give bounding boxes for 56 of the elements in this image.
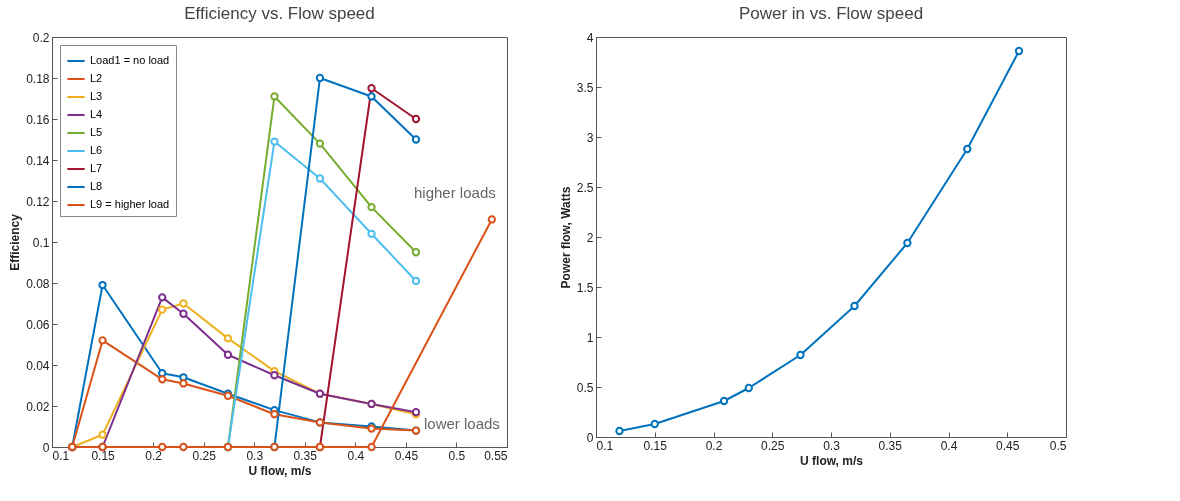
annotation: lower loads <box>424 415 500 433</box>
y-tick-label: 1 <box>586 330 594 345</box>
legend-label: L5 <box>90 126 103 138</box>
legend-label: L7 <box>90 162 103 174</box>
annotation: higher loads <box>414 183 496 201</box>
x-tick-label: 0.15 <box>91 448 116 463</box>
x-tick-label: 0.2 <box>145 448 163 463</box>
y-tick-label: 0.5 <box>576 380 594 395</box>
x-tick-label: 0.25 <box>761 438 785 453</box>
y-tick-label: 0.14 <box>26 153 50 168</box>
x-tick-label: 0.1 <box>52 448 70 463</box>
legend-label: L8 <box>90 180 103 192</box>
x-tick-label: 0.5 <box>448 448 466 463</box>
y-tick-label: 0.04 <box>26 358 50 373</box>
legend-label: L6 <box>90 144 103 156</box>
x-tick-label: 0.2 <box>705 438 723 453</box>
y-tick-label: 0.12 <box>26 194 50 209</box>
y-tick-label: 0 <box>586 430 594 445</box>
y-tick-label: 0.2 <box>32 30 50 45</box>
x-tick-label: 0.1 <box>596 438 614 453</box>
y-tick-label: 3 <box>586 130 594 145</box>
y-tick-label: 2.5 <box>576 180 594 195</box>
y-tick-label: 4 <box>586 30 594 45</box>
x-tick-label: 0.25 <box>192 448 217 463</box>
y-axis-title: Power flow, Watts <box>558 186 573 289</box>
y-tick-label: 3.5 <box>576 80 594 95</box>
chart-title: Efficiency vs. Flow speed <box>184 4 375 23</box>
x-tick-label: 0.3 <box>823 438 841 453</box>
legend-label: Load1 = no load <box>90 54 170 66</box>
x-tick-label: 0.4 <box>940 438 958 453</box>
legend-label: L4 <box>90 108 103 120</box>
y-tick-label: 0 <box>42 440 50 455</box>
y-tick-label: 1.5 <box>576 280 594 295</box>
x-tick-label: 0.55 <box>484 448 508 463</box>
y-tick-label: 0.18 <box>26 71 50 86</box>
y-tick-label: 2 <box>586 230 594 245</box>
x-tick-label: 0.45 <box>996 438 1020 453</box>
legend-label: L3 <box>90 90 103 102</box>
x-tick-label: 0.35 <box>878 438 903 453</box>
legend-label: L9 = higher load <box>90 198 170 210</box>
x-axis-title: U flow, m/s <box>800 453 864 468</box>
y-tick-label: 0.1 <box>32 235 50 250</box>
x-tick-label: 0.3 <box>246 448 264 463</box>
y-tick-label: 0.16 <box>26 112 50 127</box>
x-axis-title: U flow, m/s <box>248 463 312 478</box>
x-tick-label: 0.5 <box>1049 438 1067 453</box>
x-tick-label: 0.15 <box>643 438 668 453</box>
legend-label: L2 <box>90 72 103 84</box>
x-tick-label: 0.35 <box>293 448 318 463</box>
x-tick-label: 0.4 <box>347 448 365 463</box>
y-tick-label: 0.02 <box>26 399 50 414</box>
y-tick-label: 0.06 <box>26 317 50 332</box>
y-tick-label: 0.08 <box>26 276 50 291</box>
y-axis-title: Efficiency <box>8 213 23 271</box>
chart-title: Power in vs. Flow speed <box>738 4 924 23</box>
x-tick-label: 0.45 <box>394 448 419 463</box>
